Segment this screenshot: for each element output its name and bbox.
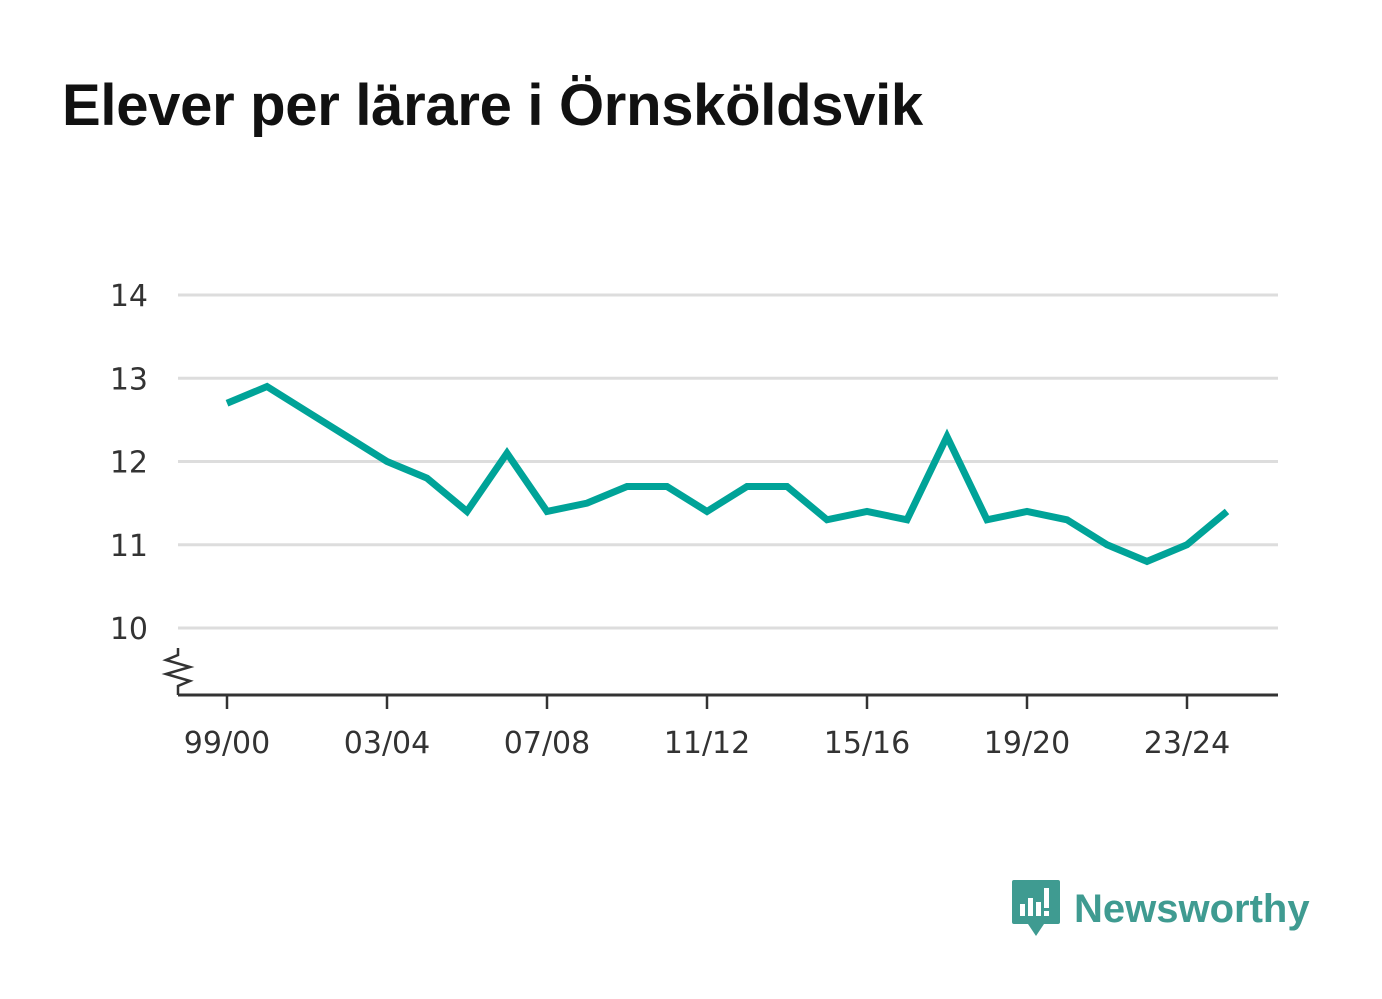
series-layer: [225, 382, 1230, 566]
x-tick-label: 99/00: [184, 726, 270, 761]
x-axis: 99/00 03/04 07/08 11/12 15/16 19/20 23/24: [178, 693, 1278, 761]
x-tick-label: 19/20: [984, 726, 1070, 761]
y-tick-label: 10: [110, 612, 148, 647]
newsworthy-logo-icon: [1012, 880, 1060, 936]
grid-lines: [178, 293, 1278, 630]
x-tick-label: 03/04: [344, 726, 430, 761]
chart-title: Elever per lärare i Örnsköldsvik: [62, 73, 923, 138]
y-tick-label: 13: [110, 362, 148, 397]
y-tick-label: 12: [110, 446, 148, 481]
series-line: [225, 382, 1230, 566]
x-tick-label: 23/24: [1144, 726, 1230, 761]
y-axis: 10 11 12 13 14: [110, 279, 195, 695]
x-tick-label: 07/08: [504, 726, 590, 761]
y-tick-label: 14: [110, 279, 148, 314]
x-tick-label: 15/16: [824, 726, 910, 761]
y-tick-label: 11: [110, 529, 148, 564]
axis-break-icon: [161, 648, 195, 695]
x-tick-label: 11/12: [664, 726, 750, 761]
brand-logo: Newsworthy: [1010, 878, 1310, 940]
brand-name: Newsworthy: [1074, 886, 1310, 931]
